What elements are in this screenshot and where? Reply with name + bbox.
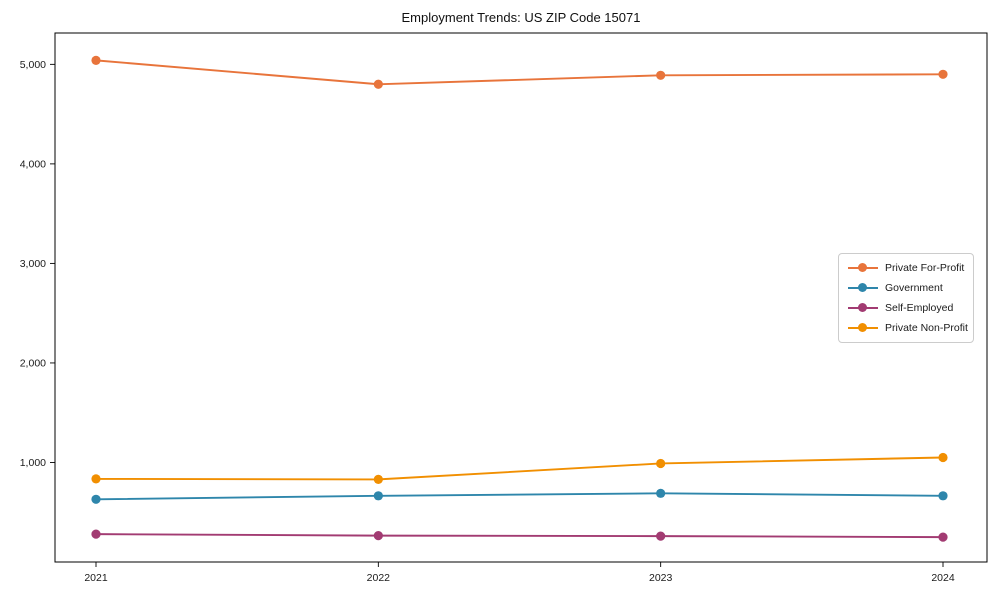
data-point-private-for-profit (91, 55, 101, 65)
data-point-private-non-profit (91, 474, 101, 484)
data-point-self-employed (91, 529, 101, 539)
legend-item-self-employed: Self-Employed (848, 301, 964, 316)
data-point-private-for-profit (373, 79, 383, 89)
legend-marker-icon (848, 282, 878, 293)
data-point-government (938, 491, 948, 501)
plot-border (54, 32, 988, 563)
legend-label-self-employed: Self-Employed (885, 302, 954, 315)
y-axis-tick-label: 5,000 (20, 59, 46, 71)
data-point-private-non-profit (373, 474, 383, 484)
legend: Private For-Profit Government Self-Employe… (838, 253, 974, 343)
y-axis-tick-label: 1,000 (20, 457, 46, 469)
series-line-private-non-profit (95, 456, 944, 481)
legend-marker-icon (848, 303, 878, 313)
legend-label-government: Government (885, 281, 943, 294)
data-point-self-employed (373, 531, 383, 541)
data-point-private-for-profit (656, 70, 666, 80)
legend-marker-icon (848, 323, 878, 333)
y-axis-tick-label: 3,000 (20, 258, 46, 270)
x-axis-tick-label: 2024 (931, 572, 955, 584)
chart-title: Employment Trends: US ZIP Code 15071 (401, 10, 641, 25)
legend-dot (858, 282, 867, 292)
data-point-private-non-profit (938, 452, 948, 463)
legend-label-private-non-profit: Private Non-Profit (885, 322, 968, 335)
legend-dot (858, 323, 867, 333)
y-axis-tick-label: 2,000 (20, 358, 46, 370)
legend-label-private-for-profit: Private For-Profit (885, 261, 965, 274)
series-line-government (95, 492, 944, 501)
series-line-private-for-profit (95, 59, 944, 86)
data-point-government (656, 488, 666, 498)
legend-dot (858, 262, 867, 272)
series-line-self-employed (95, 533, 944, 539)
x-axis-tick-label: 2021 (84, 572, 108, 584)
data-point-government (373, 491, 383, 501)
legend-item-private-non-profit: Private Non-Profit (848, 321, 968, 336)
data-point-private-non-profit (656, 458, 666, 469)
legend-dot (858, 303, 867, 313)
y-axis-tick-label: 4,000 (20, 159, 46, 171)
data-point-private-for-profit (938, 69, 948, 79)
legend-marker-icon (848, 262, 878, 273)
x-axis-tick-label: 2022 (367, 572, 391, 584)
data-point-self-employed (938, 532, 948, 542)
x-axis-tick-label: 2023 (649, 572, 673, 584)
legend-item-private-for-profit: Private For-Profit (848, 260, 964, 275)
data-point-government (91, 494, 101, 504)
data-point-self-employed (656, 531, 666, 541)
legend-item-government: Government (848, 280, 964, 295)
